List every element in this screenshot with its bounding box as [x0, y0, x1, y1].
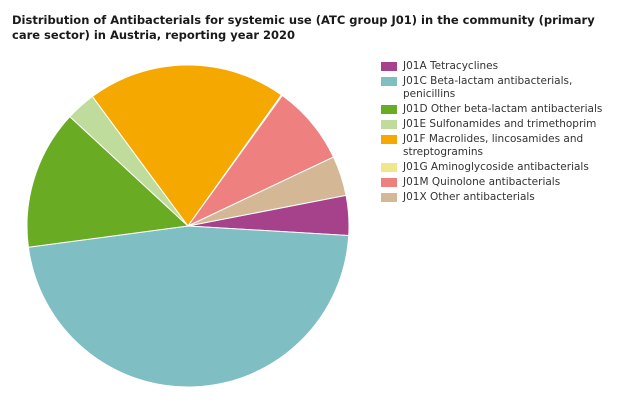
legend-label: J01C Beta-lactam antibacterials, penicil… — [403, 75, 573, 100]
chart-legend: J01A Tetracyclines J01C Beta-lactam antib… — [381, 60, 621, 206]
legend-label: J01D Other beta-lactam antibacterials — [403, 103, 603, 115]
legend-item[interactable]: J01F Macrolides, lincosamides and strept… — [381, 133, 621, 159]
legend-swatch — [381, 120, 397, 129]
legend-label: J01A Tetracyclines — [403, 60, 499, 72]
legend-label: J01M Quinolone antibacterials — [403, 176, 561, 188]
legend-swatch — [381, 135, 397, 144]
legend-swatch — [381, 105, 397, 114]
pie-slice-j01d[interactable] — [26, 115, 190, 248]
legend-label: J01E Sulfonamides and trimethoprim — [403, 118, 597, 130]
legend-item[interactable]: J01C Beta-lactam antibacterials, penicil… — [381, 75, 621, 101]
legend-item[interactable]: J01A Tetracyclines — [381, 60, 621, 73]
legend-swatch — [381, 163, 397, 172]
legend-label: J01X Other antibacterials — [403, 191, 535, 203]
legend-label: J01F Macrolides, lincosamides and strept… — [403, 133, 584, 158]
legend-swatch — [381, 62, 397, 71]
legend-item[interactable]: J01X Other antibacterials — [381, 191, 621, 204]
legend-item[interactable]: J01G Aminoglycoside antibacterials — [381, 161, 621, 174]
legend-swatch — [381, 193, 397, 202]
legend-item[interactable]: J01M Quinolone antibacterials — [381, 176, 621, 189]
pie-slice-j01f[interactable] — [91, 64, 283, 227]
legend-label: J01G Aminoglycoside antibacterials — [403, 161, 589, 173]
legend-item[interactable]: J01D Other beta-lactam antibacterials — [381, 103, 621, 116]
chart-title: Distribution of Antibacterials for syste… — [12, 13, 595, 42]
pie-slice-j01x[interactable] — [187, 156, 347, 227]
legend-swatch — [381, 77, 397, 86]
pie-slice-j01c[interactable] — [27, 225, 350, 388]
legend-item[interactable]: J01E Sulfonamides and trimethoprim — [381, 118, 621, 131]
legend-swatch — [381, 178, 397, 187]
